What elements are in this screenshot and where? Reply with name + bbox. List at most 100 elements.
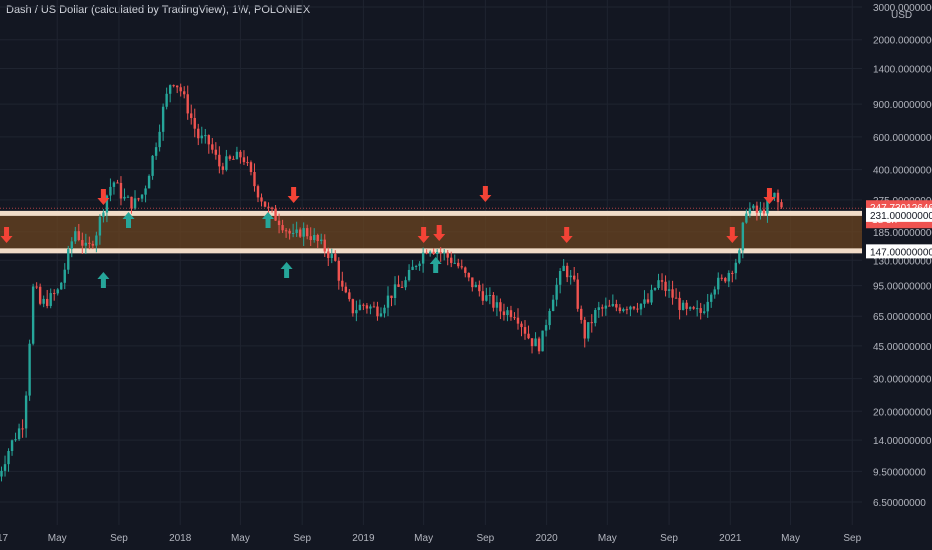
candle-body [446, 252, 449, 258]
candle-body [421, 252, 425, 264]
candle-body [365, 305, 369, 309]
candle-body [713, 289, 716, 295]
candle-body [320, 239, 323, 242]
candle-body [734, 262, 738, 274]
candle-body [453, 262, 456, 264]
candle-body [590, 322, 593, 324]
candle-body [28, 343, 31, 396]
candle-body [84, 242, 88, 246]
candle-body [45, 298, 49, 306]
candle-body [622, 309, 625, 312]
candle-body [608, 305, 611, 307]
candle-body [752, 205, 755, 209]
sell-arrow-icon [479, 186, 492, 202]
candle-body [372, 306, 376, 308]
candle-body [615, 304, 618, 308]
candle-body [190, 113, 193, 119]
candle-body [457, 262, 460, 267]
y-tick-label: 3000.00000000 [873, 3, 932, 14]
candle-body [390, 295, 393, 299]
candle-body [249, 162, 253, 172]
candle-body [755, 205, 759, 213]
candle-body [313, 234, 316, 241]
candle-body [464, 267, 467, 273]
candle-body [397, 284, 400, 287]
candle-body [119, 182, 123, 199]
candle-body [302, 228, 305, 237]
candle-body [467, 272, 470, 278]
candle-body [267, 206, 270, 208]
candle-body [386, 295, 390, 308]
candle-body [481, 291, 485, 301]
candle-body [3, 464, 7, 471]
candle-body [253, 171, 256, 187]
candle-body [583, 319, 586, 339]
candle-body [587, 322, 590, 339]
candle-body [246, 162, 249, 164]
sell-arrow-icon [97, 189, 110, 205]
support-zone [0, 210, 862, 254]
candle-body [277, 220, 281, 226]
candle-body [404, 280, 407, 288]
candle-body [759, 209, 762, 213]
candle-body [664, 281, 667, 291]
candle-body [727, 272, 730, 282]
buy-arrow-icon [429, 257, 442, 273]
candle-body [400, 286, 404, 288]
y-tick-label: 45.00000000 [873, 342, 932, 353]
candle-body [274, 208, 277, 221]
candle-body [67, 249, 70, 270]
candle-body [298, 229, 302, 237]
candle-body [706, 301, 709, 312]
y-tick-label: 2000.00000000 [873, 36, 932, 47]
candle-body [471, 277, 474, 288]
candle-body [109, 186, 112, 196]
candle-body [123, 196, 126, 199]
candle-body [516, 317, 520, 324]
candle-body [520, 323, 523, 328]
candle-body [214, 149, 218, 155]
candle-body [450, 257, 453, 263]
candle-body [576, 279, 579, 309]
candle-body [780, 202, 783, 208]
candle-body [425, 252, 428, 254]
candle-body [21, 428, 24, 430]
candle-body [506, 310, 509, 316]
candle-body [348, 292, 351, 300]
candle-body [102, 212, 105, 217]
candle-body [358, 304, 362, 311]
candle-body [175, 85, 179, 88]
candle-body [731, 272, 734, 274]
candle-body [256, 186, 260, 198]
zone-top-label: 231.00000000 [870, 211, 932, 222]
candle-body [147, 175, 151, 189]
y-tick-label: 14.00000000 [873, 436, 932, 447]
buy-arrow-icon [262, 212, 275, 228]
candle-body [418, 263, 421, 267]
candle-body [355, 310, 358, 314]
candle-body [270, 207, 274, 209]
candle-body [432, 251, 435, 254]
candle-body [344, 286, 348, 293]
sell-arrow-icon [560, 227, 573, 243]
candle-body [116, 182, 119, 184]
zone-top-border [0, 210, 862, 216]
candle-body [151, 155, 154, 176]
candle-body [63, 269, 66, 283]
x-tick-label: Sep [843, 533, 861, 544]
y-tick-label: 20.00000000 [873, 407, 932, 418]
candle-body [77, 231, 81, 241]
candle-body [330, 253, 333, 259]
candle-body [632, 306, 636, 309]
candle-body [411, 266, 414, 270]
x-axis: 2017 May Sep 2018 May Sep 2019 May Sep 2020 May Sep… [0, 525, 932, 550]
candle-body [305, 228, 309, 237]
candle-body [565, 265, 569, 278]
candle-body [235, 151, 239, 160]
sell-arrow-icon [417, 227, 430, 243]
candle-body [748, 208, 752, 214]
candle-body [295, 229, 298, 233]
candle-body [140, 194, 144, 199]
candle-body [383, 307, 386, 314]
